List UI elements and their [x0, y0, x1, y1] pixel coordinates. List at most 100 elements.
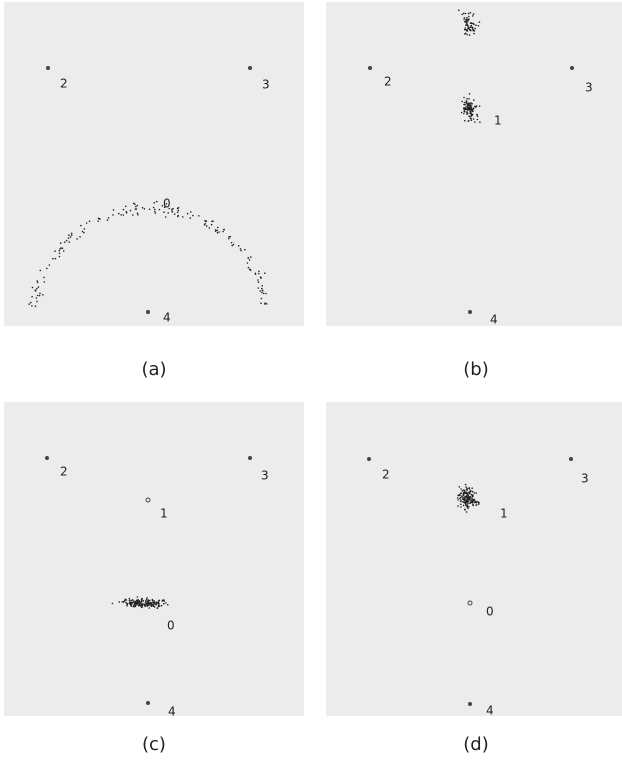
sample-point	[466, 112, 469, 115]
sample-point	[264, 302, 267, 304]
sample-point	[472, 29, 474, 32]
sample-point	[265, 292, 267, 295]
sample-point	[468, 15, 470, 18]
sample-point	[28, 303, 31, 305]
sample-point	[136, 212, 139, 214]
sample-point	[464, 119, 466, 122]
sample-point	[36, 300, 38, 303]
sample-point	[475, 492, 478, 494]
sample-point	[107, 217, 110, 219]
sample-point	[165, 602, 167, 604]
node-marker	[368, 66, 372, 70]
sample-point	[461, 100, 463, 103]
sample-point	[465, 489, 468, 491]
sample-point	[158, 208, 161, 211]
sample-point	[464, 109, 466, 111]
sample-point	[460, 488, 462, 490]
sample-point	[462, 496, 464, 498]
sample-point	[461, 490, 464, 492]
sample-point	[80, 224, 82, 227]
sample-point	[469, 112, 472, 115]
sample-point	[457, 499, 459, 501]
sample-point	[70, 234, 73, 236]
sample-point	[154, 603, 156, 605]
sample-point	[468, 34, 471, 36]
sample-point	[136, 596, 139, 598]
sample-point	[467, 120, 470, 122]
sample-point	[98, 217, 101, 220]
sample-point	[462, 493, 465, 495]
sample-point	[58, 255, 61, 258]
sample-point	[59, 242, 62, 244]
sample-point	[85, 222, 88, 224]
sample-point	[461, 13, 464, 16]
sample-point	[125, 212, 128, 214]
sample-point	[468, 102, 470, 104]
sample-point	[39, 292, 41, 295]
sample-point	[465, 511, 468, 513]
sample-point	[133, 606, 136, 608]
sample-point	[472, 495, 474, 498]
sample-point	[176, 211, 179, 213]
sample-point	[164, 216, 167, 218]
sample-point	[133, 601, 135, 604]
sample-point	[473, 32, 475, 35]
sample-point	[163, 211, 165, 213]
node-label: 3	[585, 81, 593, 95]
sample-point	[244, 248, 246, 251]
sample-point	[189, 217, 192, 219]
sample-point	[214, 229, 217, 231]
sample-point	[476, 500, 478, 503]
sample-point	[462, 501, 464, 503]
sample-point	[162, 599, 164, 601]
panel-caption: (a)	[141, 359, 166, 380]
sample-point	[475, 105, 478, 107]
sample-point	[130, 604, 132, 606]
sample-point	[150, 602, 152, 605]
sample-point	[475, 24, 477, 27]
sample-point	[463, 107, 465, 109]
sample-point	[239, 248, 242, 250]
sample-point	[469, 489, 472, 492]
sample-point	[136, 603, 138, 606]
sample-point	[134, 603, 137, 605]
sample-point	[165, 203, 168, 205]
sample-point	[469, 111, 471, 113]
sample-point	[135, 600, 138, 602]
sample-point	[42, 294, 44, 296]
sample-point	[69, 236, 72, 238]
sample-point	[478, 502, 480, 504]
sample-point	[475, 502, 478, 504]
node-marker	[569, 457, 573, 461]
sample-point	[466, 505, 469, 507]
sample-point	[152, 601, 154, 604]
sample-point	[467, 25, 469, 28]
sample-point	[153, 600, 155, 602]
node-label: 2	[60, 77, 68, 91]
sample-point	[177, 209, 180, 212]
sample-point	[137, 602, 140, 605]
sample-point	[31, 305, 33, 307]
sample-point	[228, 236, 230, 238]
sample-point	[46, 267, 48, 270]
sample-point	[35, 297, 38, 299]
sample-point	[457, 505, 459, 507]
sample-point	[237, 245, 240, 247]
sample-point	[218, 231, 220, 233]
node-label: 1	[160, 507, 168, 521]
sample-point	[38, 294, 41, 297]
sample-point	[30, 301, 32, 304]
node-label: 4	[168, 705, 176, 719]
sample-point	[222, 230, 224, 233]
sample-point	[458, 494, 461, 496]
node-marker	[46, 66, 50, 70]
sample-point	[54, 250, 56, 252]
sample-point	[205, 225, 208, 227]
sample-point	[36, 287, 38, 290]
node-marker	[570, 66, 574, 70]
node-label: 3	[261, 469, 269, 483]
sample-point	[473, 23, 475, 26]
sample-point	[469, 495, 472, 498]
sample-point	[246, 262, 249, 264]
sample-point	[63, 241, 66, 243]
